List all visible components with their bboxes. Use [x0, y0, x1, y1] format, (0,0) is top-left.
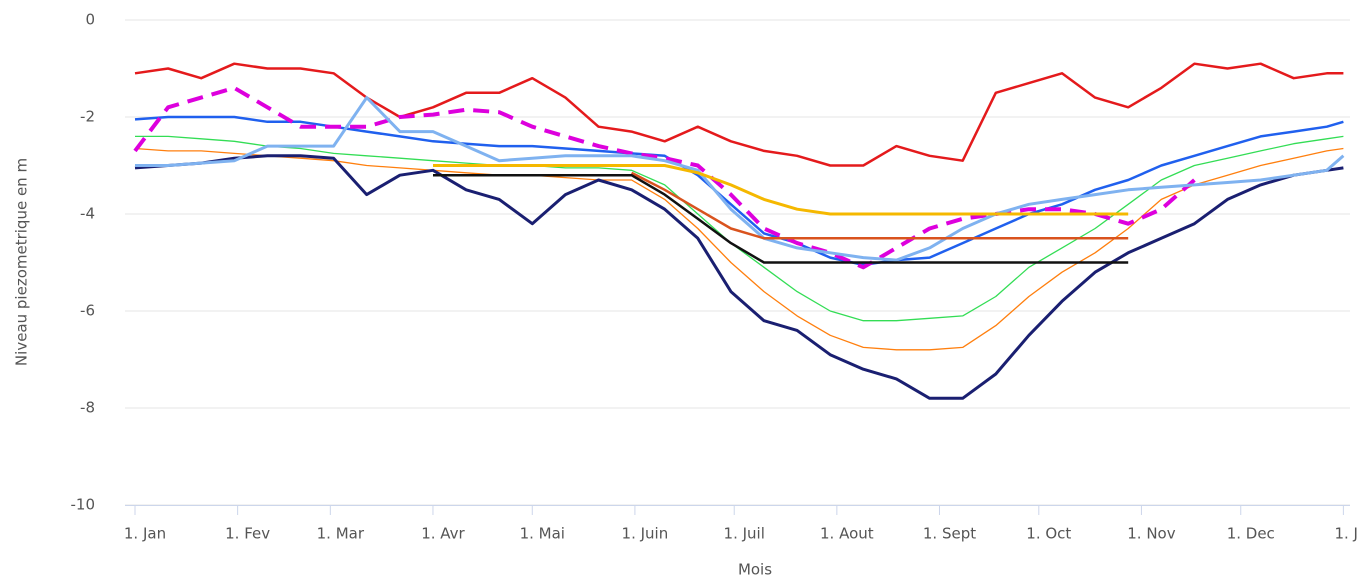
- x-tick-label: 1. Sept: [923, 525, 976, 543]
- series-line: [433, 164, 1129, 216]
- series-line: [134, 154, 1344, 400]
- x-tick-label: 1. Juil: [724, 525, 765, 543]
- x-tick-label: 1. Jan: [124, 525, 166, 543]
- x-tick-label: 1. Dec: [1227, 525, 1275, 543]
- x-tick-label: 1. Juin: [622, 525, 669, 543]
- y-tick-label: -8: [80, 399, 95, 417]
- series-line: [433, 173, 1129, 264]
- x-tick-label: 1. J...: [1334, 525, 1358, 543]
- series-line: [133, 85, 1196, 270]
- x-tick-label: 1. Fev: [225, 525, 270, 543]
- x-tick-label: 1. Nov: [1127, 525, 1175, 543]
- x-tick-label: 1. Mai: [520, 525, 565, 543]
- y-tick-label: -10: [71, 496, 96, 514]
- series-line: [135, 96, 1345, 262]
- series-line: [135, 135, 1344, 322]
- y-tick-label: -6: [80, 302, 95, 320]
- y-tick-label: -4: [80, 205, 95, 223]
- series-line: [134, 62, 1344, 167]
- series-line: [134, 115, 1344, 267]
- x-tick-label: 1. Aout: [820, 525, 874, 543]
- series-line: [631, 171, 1129, 240]
- y-tick-label: 0: [85, 11, 95, 29]
- x-tick-label: 1. Oct: [1026, 525, 1071, 543]
- x-tick-label: 1. Avr: [421, 525, 465, 543]
- x-tick-label: 1. Mar: [317, 525, 365, 543]
- x-axis-title: Mois: [738, 561, 772, 579]
- y-tick-label: -2: [80, 108, 95, 126]
- series-line: [134, 147, 1344, 351]
- y-axis-title: Niveau piezometrique en m: [13, 158, 31, 366]
